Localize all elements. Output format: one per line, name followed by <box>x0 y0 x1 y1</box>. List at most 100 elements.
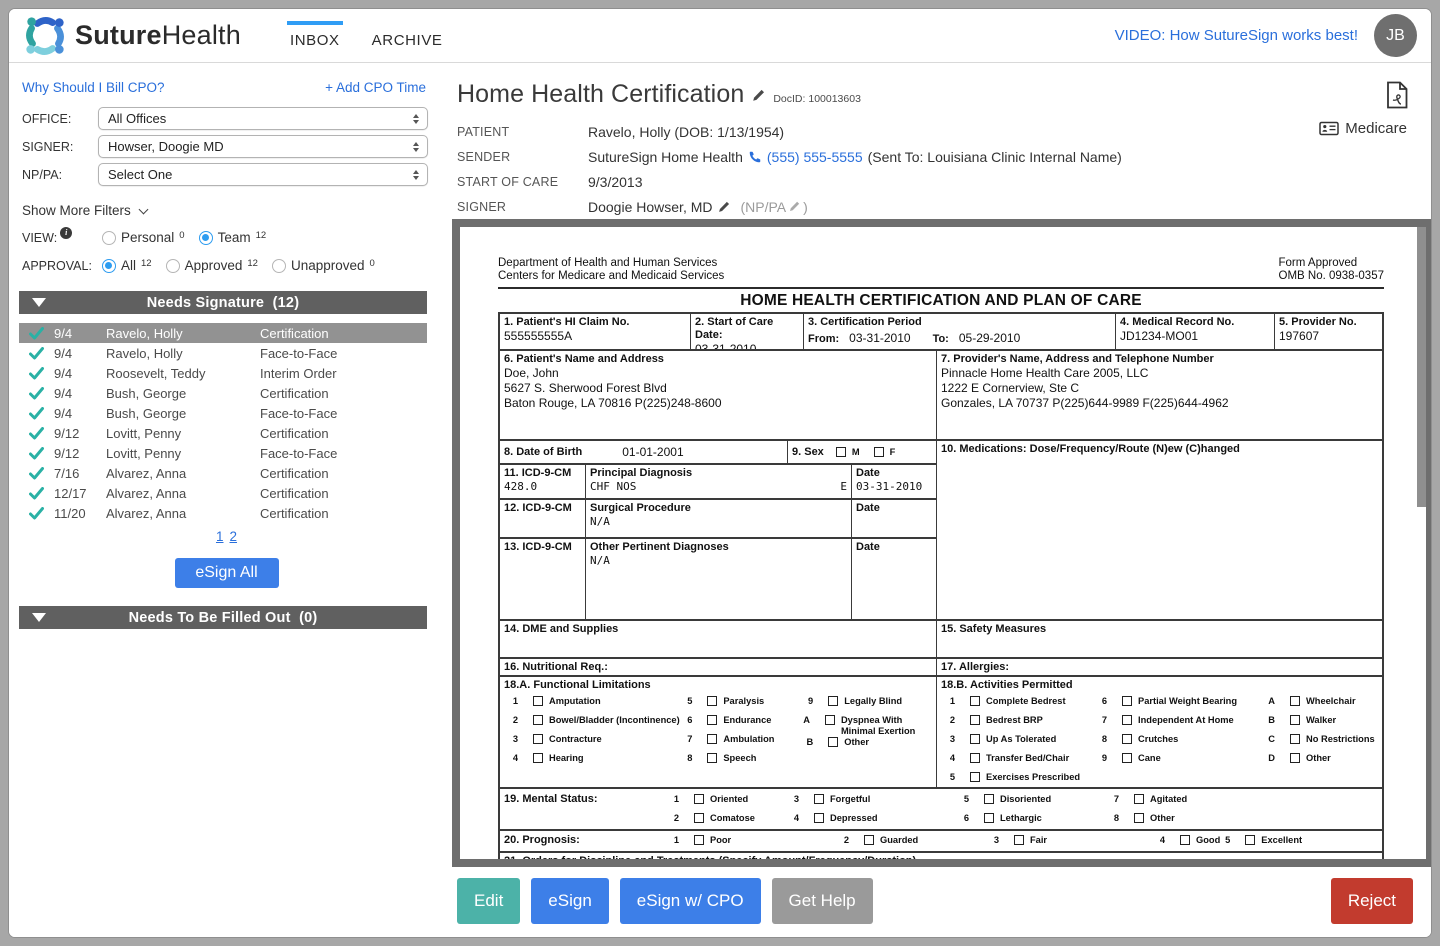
page-link[interactable]: 2 <box>229 529 238 544</box>
edit-nppa-pencil-icon[interactable] <box>789 201 800 212</box>
check-icon[interactable] <box>29 346 46 360</box>
document-list-item[interactable]: 9/4 Bush, George Face-to-Face <box>19 403 427 423</box>
checkbox[interactable] <box>1180 834 1190 845</box>
info-icon[interactable]: i <box>60 226 73 239</box>
checkbox[interactable] <box>814 812 824 823</box>
checkbox[interactable] <box>984 812 994 823</box>
checkbox[interactable] <box>707 733 718 744</box>
checkbox[interactable] <box>970 695 980 706</box>
dropdown-select[interactable]: Select One <box>98 163 428 186</box>
checkbox[interactable] <box>533 752 543 763</box>
action-button[interactable]: Get Help <box>771 878 873 924</box>
checkbox[interactable] <box>970 714 980 725</box>
checkbox[interactable] <box>1245 834 1256 845</box>
checkbox[interactable] <box>1134 793 1144 804</box>
checkbox-item: 7 Ambulation <box>687 733 775 744</box>
dropdown-select[interactable]: Howser, Doogie MD <box>98 135 428 158</box>
show-more-filters-link[interactable]: Show More Filters <box>22 203 149 218</box>
form-approved-line2: OMB No. 0938-0357 <box>1278 270 1384 282</box>
action-button[interactable]: Edit <box>457 878 521 924</box>
checkbox[interactable] <box>707 752 718 763</box>
check-icon[interactable] <box>29 326 46 340</box>
checkbox-item: B Other <box>806 736 870 747</box>
checkbox[interactable] <box>1290 733 1300 744</box>
date-of-birth: 01-01-2001 <box>622 445 684 459</box>
doc-type: Certification <box>260 425 329 441</box>
checkbox[interactable] <box>1134 812 1144 823</box>
chevron-down-icon <box>138 204 149 214</box>
checkbox[interactable] <box>1290 752 1300 763</box>
document-list-item[interactable]: 11/20 Alvarez, Anna Certification <box>19 503 427 523</box>
checkbox[interactable] <box>873 446 884 457</box>
checkbox[interactable] <box>828 695 839 706</box>
action-button[interactable]: eSign w/ CPO <box>619 878 761 924</box>
checkbox[interactable] <box>984 793 994 804</box>
sender-phone-link[interactable]: (555) 555-5555 <box>766 148 863 165</box>
needs-filled-header[interactable]: Needs To Be Filled Out (0) <box>19 606 427 629</box>
edit-signer-pencil-icon[interactable] <box>718 201 730 213</box>
radio-option[interactable]: Personal 0 <box>102 230 185 245</box>
checkbox[interactable] <box>1290 695 1300 706</box>
document-list-item[interactable]: 7/16 Alvarez, Anna Certification <box>19 463 427 483</box>
check-icon[interactable] <box>29 366 46 380</box>
checkbox[interactable] <box>1014 834 1024 845</box>
checkbox[interactable] <box>533 695 543 706</box>
checkbox[interactable] <box>1290 714 1300 725</box>
checkbox[interactable] <box>970 733 980 744</box>
document-list-item[interactable]: 9/4 Bush, George Certification <box>19 383 427 403</box>
user-avatar[interactable]: JB <box>1374 14 1417 57</box>
radio-option[interactable]: Unapproved 0 <box>271 258 375 273</box>
check-icon[interactable] <box>29 426 46 440</box>
checkbox[interactable] <box>533 714 543 725</box>
checkbox[interactable] <box>1122 733 1132 744</box>
add-cpo-time-link[interactable]: + Add CPO Time <box>325 80 426 95</box>
checkbox[interactable] <box>1122 714 1132 725</box>
nav-tab[interactable]: ARCHIVE <box>371 32 443 49</box>
checkbox[interactable] <box>707 714 718 725</box>
checkbox[interactable] <box>828 736 839 747</box>
checkbox[interactable] <box>1122 752 1132 763</box>
checkbox[interactable] <box>835 446 846 457</box>
document-list-item[interactable]: 9/12 Lovitt, Penny Face-to-Face <box>19 443 427 463</box>
document-list-item[interactable]: 9/4 Ravelo, Holly Face-to-Face <box>19 343 427 363</box>
check-icon[interactable] <box>29 406 46 420</box>
why-bill-cpo-link[interactable]: Why Should I Bill CPO? <box>22 80 165 95</box>
edit-title-pencil-icon[interactable] <box>752 89 765 102</box>
checkbox[interactable] <box>533 733 543 744</box>
document-list-item[interactable]: 9/12 Lovitt, Penny Certification <box>19 423 427 443</box>
brand-logo[interactable]: SutureHealth <box>23 14 241 58</box>
checkbox[interactable] <box>814 793 824 804</box>
checkbox[interactable] <box>1122 695 1132 706</box>
action-button[interactable]: eSign <box>531 878 609 924</box>
check-icon[interactable] <box>29 466 46 480</box>
radio-option[interactable]: Approved 12 <box>165 258 258 273</box>
esign-all-button[interactable]: eSign All <box>174 558 279 588</box>
check-icon[interactable] <box>29 506 46 520</box>
document-list-item[interactable]: 12/17 Alvarez, Anna Certification <box>19 483 427 503</box>
page-link[interactable]: 1 <box>215 529 224 544</box>
sex-checkbox-item: F <box>873 446 895 458</box>
check-icon[interactable] <box>29 446 46 460</box>
checkbox[interactable] <box>824 714 835 725</box>
needs-signature-list: 9/4 Ravelo, Holly Certification 9/4 Rave… <box>19 323 427 523</box>
check-icon[interactable] <box>29 386 46 400</box>
checkbox[interactable] <box>694 793 704 804</box>
dropdown-select[interactable]: All Offices <box>98 107 428 130</box>
nav-tab[interactable]: INBOX <box>286 21 343 55</box>
checkbox[interactable] <box>970 771 980 782</box>
checkbox[interactable] <box>707 695 718 706</box>
checkbox[interactable] <box>694 834 704 845</box>
needs-signature-header[interactable]: Needs Signature (12) <box>19 291 427 314</box>
checkbox[interactable] <box>970 752 980 763</box>
checkbox[interactable] <box>864 834 874 845</box>
checkbox[interactable] <box>694 812 704 823</box>
document-list-item[interactable]: 9/4 Ravelo, Holly Certification <box>19 323 427 343</box>
video-help-link[interactable]: VIDEO: How SutureSign works best! <box>1114 27 1358 44</box>
pdf-download-icon[interactable] <box>1385 81 1409 114</box>
check-icon[interactable] <box>29 486 46 500</box>
radio-option[interactable]: Team 12 <box>198 230 266 245</box>
viewer-scrollbar[interactable] <box>1417 227 1426 507</box>
reject-button[interactable]: Reject <box>1330 878 1413 924</box>
document-list-item[interactable]: 9/4 Roosevelt, Teddy Interim Order <box>19 363 427 383</box>
radio-option[interactable]: All 12 <box>102 258 152 273</box>
